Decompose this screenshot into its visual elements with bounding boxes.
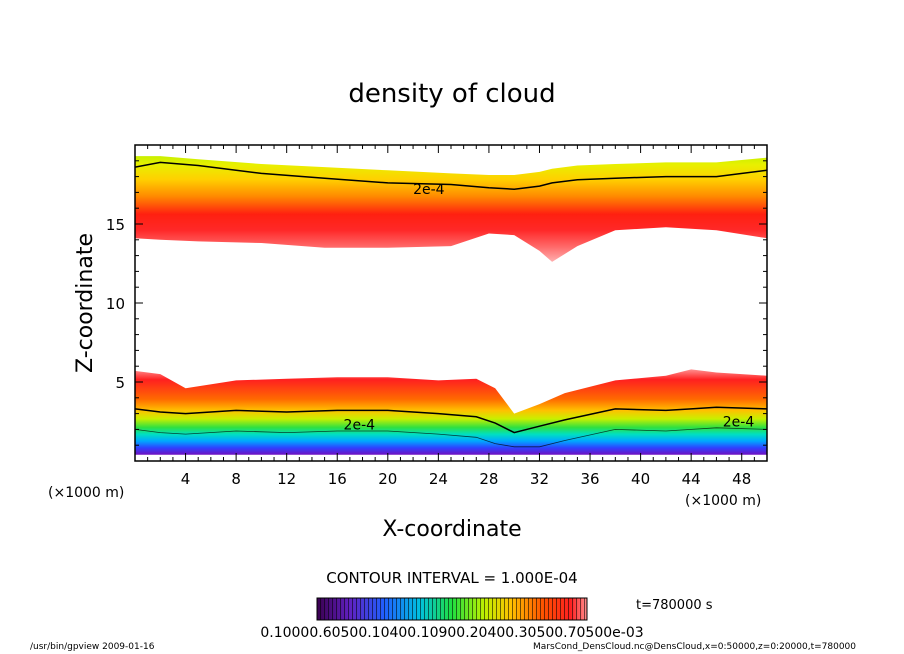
x-tick-label: 20 [378,470,397,488]
y-axis-label: Z-coordinate [73,233,98,373]
x-tick-label: 8 [231,470,241,488]
colorbar-ticks: 0.10000.60500.10400.10900.20400.30500.70… [260,625,643,641]
y-tick-label: 15 [106,216,125,234]
y-tick-label: 5 [115,374,125,392]
x-tick-label: 32 [530,470,549,488]
x-tick-label: 40 [631,470,650,488]
contour-label-text: 2e-4 [723,415,755,431]
cloud-layers: 2e-4 2e-4 2e-4 [135,156,767,455]
footer-left: /usr/bin/gpview 2009-01-16 [30,642,155,652]
x-tick-label: 28 [479,470,498,488]
x-axis-ticks: 4 8 12 16 20 24 28 32 36 40 44 48 [147,145,755,488]
time-label: t=780000 s [636,598,713,613]
colorbar-stripes [317,598,587,620]
x-tick-label: 48 [732,470,751,488]
lower-contour-line [135,406,767,434]
contour-label-text: 2e-4 [344,418,376,434]
lower-contour-line-inner [135,427,767,448]
chart-title: density of cloud [348,79,555,109]
x-tick-label: 44 [682,470,701,488]
x-axis-unit: (×1000 m) [685,493,761,509]
contour-label: 2e-4 [723,415,755,431]
contour-label: 2e-4 [344,418,376,434]
x-tick-label: 4 [181,470,191,488]
x-axis-label: X-coordinate [382,517,521,542]
lower-cloud-layer [135,369,767,455]
upper-cloud-layer [135,156,767,262]
contour-label-text: 2e-4 [413,182,445,198]
footer-right: MarsCond_DensCloud.nc@DensCloud,x=0:5000… [533,642,856,652]
y-tick-label: 10 [106,295,125,313]
x-tick-label: 16 [328,470,347,488]
y-axis-unit: (×1000 m) [48,485,124,501]
x-tick-label: 24 [429,470,448,488]
x-tick-label: 12 [277,470,296,488]
contour-label: 2e-4 [413,182,445,198]
upper-contour-line [135,161,767,190]
x-tick-label: 36 [580,470,599,488]
contour-interval-text: CONTOUR INTERVAL = 1.000E-04 [326,569,577,587]
y-axis-ticks: 5 10 15 [106,160,767,446]
